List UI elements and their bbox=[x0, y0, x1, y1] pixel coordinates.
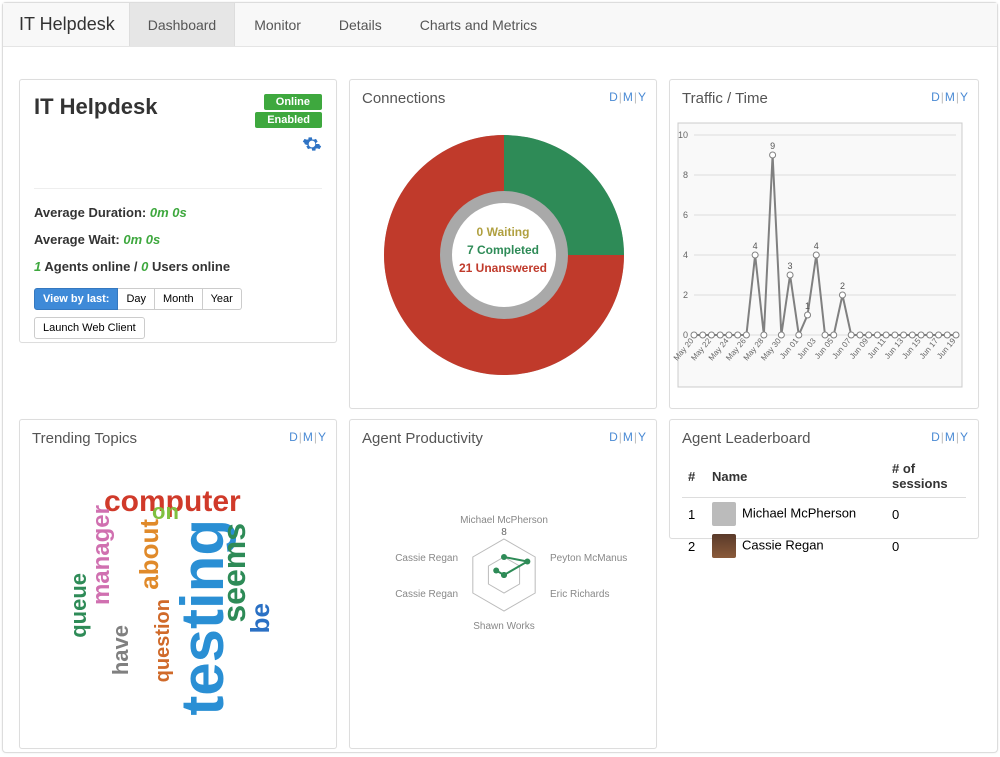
users-online-label: Users online bbox=[152, 259, 230, 274]
donut-center-text: 21 Unanswered bbox=[459, 259, 547, 277]
viewby-label: View by last: bbox=[34, 288, 118, 310]
status-badge-enabled: Enabled bbox=[255, 112, 322, 128]
svg-text:4: 4 bbox=[814, 241, 819, 251]
svg-text:1: 1 bbox=[805, 301, 810, 311]
tab-details[interactable]: Details bbox=[320, 3, 401, 46]
filter-y[interactable]: Y bbox=[960, 90, 968, 104]
avg-wait-label: Average Wait: bbox=[34, 232, 120, 247]
filter-d[interactable]: D bbox=[609, 430, 618, 444]
filter-m[interactable]: M bbox=[623, 90, 633, 104]
productivity-panel: Agent Productivity D|M|Y 8Michael McPher… bbox=[349, 419, 657, 749]
connections-filter: D|M|Y bbox=[609, 90, 646, 104]
filter-y[interactable]: Y bbox=[638, 430, 646, 444]
leaderboard-col: # bbox=[682, 455, 706, 498]
avg-wait-value: 0m 0s bbox=[123, 232, 160, 247]
productivity-radar: 8Michael McPherson Peyton McManus Eric Ric… bbox=[350, 455, 658, 655]
traffic-panel: Traffic / Time D|M|Y 0246810493142May 20… bbox=[669, 79, 979, 409]
avatar bbox=[712, 534, 736, 558]
filter-m[interactable]: M bbox=[623, 430, 633, 444]
svg-text:Shawn Works: Shawn Works bbox=[473, 621, 535, 632]
svg-text:3: 3 bbox=[788, 261, 793, 271]
svg-text:4: 4 bbox=[683, 250, 688, 260]
svg-text:Peyton McManus: Peyton McManus bbox=[550, 553, 627, 564]
filter-d[interactable]: D bbox=[931, 430, 940, 444]
tab-dashboard[interactable]: Dashboard bbox=[129, 3, 236, 46]
donut-center-text: 0 Waiting bbox=[459, 223, 547, 241]
viewby-month[interactable]: Month bbox=[155, 288, 203, 310]
svg-text:9: 9 bbox=[770, 141, 775, 151]
leaderboard-filter: D|M|Y bbox=[931, 430, 968, 444]
wordcloud-word: have bbox=[108, 625, 134, 675]
top-nav: IT Helpdesk DashboardMonitorDetailsChart… bbox=[3, 3, 997, 47]
trending-panel: Trending Topics D|M|Y testingcomputersee… bbox=[19, 419, 337, 749]
info-panel: IT Helpdesk Online Enabled Average Durat… bbox=[19, 79, 337, 343]
launch-web-client-button[interactable]: Launch Web Client bbox=[34, 317, 145, 339]
filter-m[interactable]: M bbox=[945, 430, 955, 444]
wordcloud-word: be bbox=[245, 603, 276, 633]
traffic-filter: D|M|Y bbox=[931, 90, 968, 104]
avg-duration-value: 0m 0s bbox=[150, 205, 187, 220]
svg-text:2: 2 bbox=[683, 290, 688, 300]
users-online-count: 0 bbox=[141, 259, 148, 274]
gear-icon[interactable] bbox=[302, 134, 322, 160]
donut-center-text: 7 Completed bbox=[459, 241, 547, 259]
svg-text:4: 4 bbox=[753, 241, 758, 251]
filter-y[interactable]: Y bbox=[638, 90, 646, 104]
leaderboard-col: # of sessions bbox=[886, 455, 966, 498]
avg-duration-label: Average Duration: bbox=[34, 205, 146, 220]
avatar bbox=[712, 502, 736, 526]
svg-text:Cassie Regan: Cassie Regan bbox=[395, 589, 458, 600]
connections-panel: Connections D|M|Y 0 Waiting7 Completed21… bbox=[349, 79, 657, 409]
wordcloud-word: queue bbox=[66, 573, 92, 638]
svg-text:6: 6 bbox=[683, 210, 688, 220]
svg-text:Cassie Regan: Cassie Regan bbox=[395, 553, 458, 564]
agents-online-label: Agents online / bbox=[44, 259, 137, 274]
svg-text:2: 2 bbox=[840, 281, 845, 291]
trending-filter: D|M|Y bbox=[289, 430, 326, 444]
svg-text:8: 8 bbox=[501, 527, 507, 538]
avg-duration: Average Duration: 0m 0s bbox=[20, 199, 336, 226]
info-title: IT Helpdesk bbox=[34, 94, 157, 120]
wordcloud-word: on bbox=[152, 499, 179, 525]
filter-y[interactable]: Y bbox=[960, 430, 968, 444]
viewby-year[interactable]: Year bbox=[203, 288, 242, 310]
agents-online-count: 1 bbox=[34, 259, 41, 274]
traffic-chart: 0246810493142May 20May 22May 24May 26May… bbox=[670, 115, 970, 395]
table-row: 2 Cassie Regan 0 bbox=[682, 530, 966, 562]
table-row: 1 Michael McPherson 0 bbox=[682, 498, 966, 531]
avg-wait: Average Wait: 0m 0s bbox=[20, 226, 336, 253]
online-counts: 1 Agents online / 0 Users online bbox=[20, 253, 336, 280]
viewby-group: View by last: Day Month Year bbox=[20, 280, 336, 314]
tab-charts-and-metrics[interactable]: Charts and Metrics bbox=[401, 3, 556, 46]
filter-m[interactable]: M bbox=[303, 430, 313, 444]
filter-d[interactable]: D bbox=[289, 430, 298, 444]
leaderboard-table: #Name# of sessions 1 Michael McPherson 0… bbox=[682, 455, 966, 562]
svg-text:Eric Richards: Eric Richards bbox=[550, 589, 609, 600]
wordcloud-word: manager bbox=[88, 505, 116, 605]
filter-y[interactable]: Y bbox=[318, 430, 326, 444]
productivity-filter: D|M|Y bbox=[609, 430, 646, 444]
wordcloud-word: about bbox=[134, 519, 165, 590]
brand-title: IT Helpdesk bbox=[11, 14, 129, 35]
svg-text:Michael McPherson: Michael McPherson bbox=[460, 515, 548, 526]
filter-d[interactable]: D bbox=[609, 90, 618, 104]
viewby-day[interactable]: Day bbox=[118, 288, 155, 310]
leaderboard-panel: Agent Leaderboard D|M|Y #Name# of sessio… bbox=[669, 419, 979, 539]
status-badge-online: Online bbox=[264, 94, 322, 110]
word-cloud: testingcomputerseemsaboutquestionmanager… bbox=[20, 455, 336, 725]
filter-m[interactable]: M bbox=[945, 90, 955, 104]
tab-monitor[interactable]: Monitor bbox=[235, 3, 320, 46]
wordcloud-word: question bbox=[152, 599, 175, 682]
svg-text:10: 10 bbox=[678, 130, 688, 140]
svg-text:8: 8 bbox=[683, 170, 688, 180]
leaderboard-col: Name bbox=[706, 455, 886, 498]
filter-d[interactable]: D bbox=[931, 90, 940, 104]
